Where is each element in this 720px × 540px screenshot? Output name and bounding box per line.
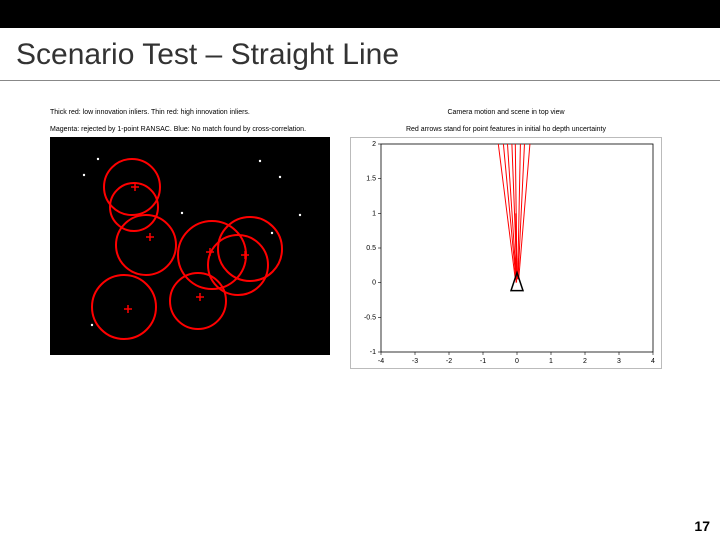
feature-circle <box>208 235 268 295</box>
left-title-line1: Thick red: low innovation inliers. Thin … <box>50 109 250 116</box>
content-area: Thick red: low innovation inliers. Thin … <box>0 81 720 369</box>
feature-circle <box>92 275 156 339</box>
y-tick-label: -0.5 <box>364 314 376 321</box>
slide-title: Scenario Test – Straight Line <box>0 28 720 72</box>
right-title-line2: Red arrows stand for point features in i… <box>406 126 606 133</box>
feature-dot <box>299 213 301 215</box>
x-tick-label: 2 <box>583 358 587 365</box>
feature-cross <box>124 305 132 313</box>
feature-circle <box>218 217 282 281</box>
left-panel-title: Thick red: low innovation inliers. Thin … <box>50 101 330 135</box>
left-title-line2: Magenta: rejected by 1-point RANSAC. Blu… <box>50 126 306 133</box>
feature-cross <box>146 233 154 241</box>
x-tick-label: 0 <box>515 358 519 365</box>
y-tick-label: 2 <box>372 141 376 148</box>
y-tick-label: -1 <box>370 349 376 356</box>
feature-dot <box>259 159 261 161</box>
right-topview-chart: -4 -3 -2 -1 0 1 2 3 4 -1 -0.5 0 0.5 1 1.5 2 <box>350 137 662 369</box>
feature-dot <box>91 323 93 325</box>
feature-cross <box>196 293 204 301</box>
x-tick-label: -2 <box>446 358 452 365</box>
y-tick-label: 0.5 <box>366 245 376 252</box>
feature-circle <box>116 215 176 275</box>
y-tick-label: 1 <box>372 210 376 217</box>
feature-ray <box>507 144 516 279</box>
feature-dot <box>271 231 273 233</box>
feature-dot <box>83 173 85 175</box>
x-tick-label: -3 <box>412 358 418 365</box>
x-tick-label: -4 <box>378 358 384 365</box>
y-tick-label: 0 <box>372 279 376 286</box>
right-title-line1: Camera motion and scene in top view <box>447 109 564 116</box>
top-bar <box>0 0 720 28</box>
feature-dot <box>279 175 281 177</box>
left-panel: Thick red: low innovation inliers. Thin … <box>50 101 330 355</box>
x-tick-label: 4 <box>651 358 655 365</box>
feature-circle <box>170 273 226 329</box>
x-tick-label: 1 <box>549 358 553 365</box>
feature-dot <box>97 157 99 159</box>
feature-dot <box>181 211 183 213</box>
left-feature-view <box>50 137 330 355</box>
feature-cross <box>241 251 249 259</box>
y-tick-label: 1.5 <box>366 175 376 182</box>
x-tick-label: 3 <box>617 358 621 365</box>
page-number: 17 <box>694 518 710 534</box>
right-panel: Camera motion and scene in top view Red … <box>350 101 662 369</box>
x-tick-label: -1 <box>480 358 486 365</box>
right-panel-title: Camera motion and scene in top view Red … <box>350 101 662 135</box>
